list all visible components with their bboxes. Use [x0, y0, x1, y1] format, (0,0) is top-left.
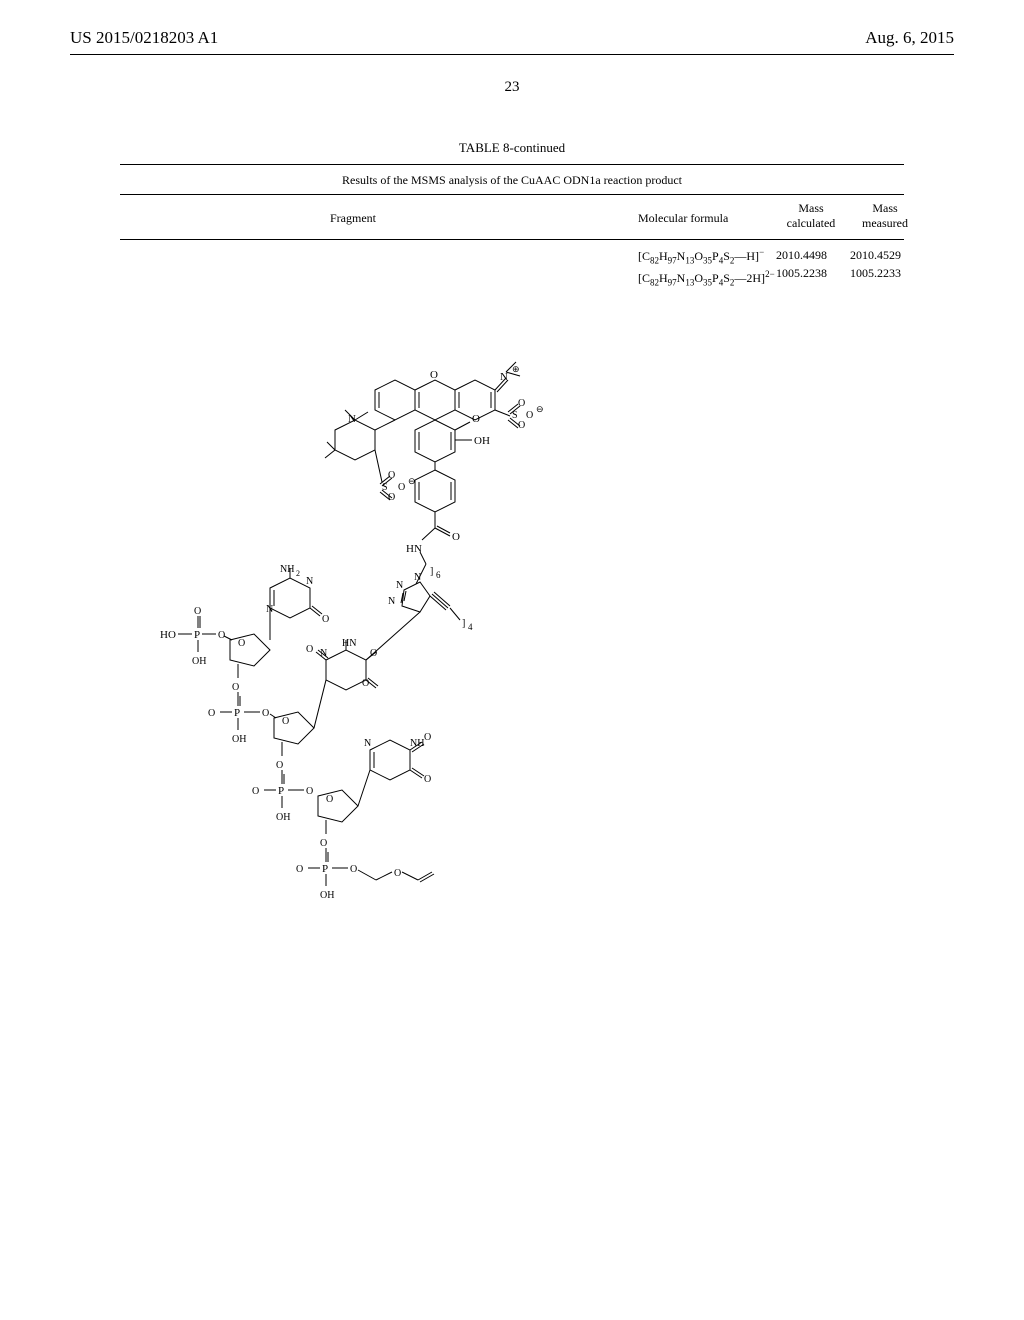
svg-text:O: O [306, 786, 313, 797]
svg-text:N: N [396, 580, 403, 591]
page-number: 23 [0, 79, 1024, 96]
svg-text:O: O [326, 794, 333, 805]
svg-text:⊖: ⊖ [536, 404, 544, 414]
page-header: US 2015/0218203 A1 Aug. 6, 2015 [0, 0, 1024, 52]
svg-text:P: P [278, 785, 284, 797]
mass-calc-row-1: 1005.2238 [776, 266, 827, 280]
column-fragment: Fragment [330, 211, 376, 226]
svg-text:NH: NH [410, 738, 424, 749]
svg-text:NH: NH [280, 564, 294, 575]
svg-text:OH: OH [232, 734, 246, 745]
column-mass-meas-line1: Mass [872, 201, 897, 215]
formula-row-0: [C82H97N13O35P4S2—H]− [638, 249, 764, 263]
mass-meas-row-0: 2010.4529 [850, 248, 901, 262]
column-mass-calc-line1: Mass [798, 201, 823, 215]
table-column-headers: Fragment Molecular formula Mass calculat… [120, 201, 904, 233]
patent-number: US 2015/0218203 A1 [70, 28, 218, 48]
svg-text:P: P [234, 707, 240, 719]
svg-text:OH: OH [276, 812, 290, 823]
svg-text:O: O [232, 682, 239, 693]
table-rule-top [120, 164, 904, 165]
column-mass-meas-line2: measured [862, 216, 908, 230]
svg-text:O: O [472, 413, 480, 425]
mass-calc-cell: 2010.4498 1005.2238 [776, 246, 846, 282]
svg-text:OH: OH [474, 435, 490, 447]
svg-text:⊖: ⊖ [408, 476, 416, 486]
svg-text:O: O [322, 614, 329, 625]
svg-text:OH: OH [320, 890, 334, 901]
table-data-rows: [C82H97N13O35P4S2—H]− [C82H97N13O35P4S2—… [120, 246, 904, 290]
svg-text:N: N [306, 576, 313, 587]
svg-text:OH: OH [192, 656, 206, 667]
svg-text:N: N [388, 596, 395, 607]
svg-text:O: O [526, 410, 533, 421]
svg-text:O: O [296, 864, 303, 875]
svg-text:6: 6 [436, 570, 441, 580]
svg-text:O: O [394, 868, 401, 879]
svg-text:O: O [194, 606, 201, 617]
svg-text:O: O [350, 864, 357, 875]
svg-text:O: O [424, 774, 431, 785]
svg-text:P: P [194, 629, 200, 641]
chemical-structure-svg: N ⊕ O N O O S O ⊖ OH [120, 320, 620, 1000]
svg-text:O: O [430, 369, 438, 381]
table-rule-sub [120, 194, 904, 195]
svg-text:O: O [252, 786, 259, 797]
svg-text:]: ] [430, 566, 433, 577]
svg-text:O: O [262, 708, 269, 719]
mass-calc-row-0: 2010.4498 [776, 248, 827, 262]
svg-text:O: O [452, 531, 460, 543]
table-caption: TABLE 8-continued [0, 140, 1024, 156]
column-mass-calculated: Mass calculated [776, 201, 846, 231]
svg-text:HN: HN [342, 638, 356, 649]
svg-text:O: O [398, 482, 405, 493]
column-mass-calc-line2: calculated [787, 216, 836, 230]
formula-row-1: [C82H97N13O35P4S2—2H]2− [638, 271, 775, 285]
svg-text:O: O [388, 470, 395, 481]
svg-text:N: N [364, 738, 371, 749]
svg-text:O: O [362, 678, 369, 689]
svg-text:HO: HO [160, 629, 176, 641]
svg-text:4: 4 [468, 622, 473, 632]
svg-text:O: O [306, 644, 313, 655]
svg-text:O: O [424, 732, 431, 743]
svg-text:O: O [276, 760, 283, 771]
svg-text:O: O [208, 708, 215, 719]
svg-text:O: O [282, 716, 289, 727]
formula-cell: [C82H97N13O35P4S2—H]− [C82H97N13O35P4S2—… [638, 246, 775, 290]
svg-text:]: ] [462, 618, 465, 629]
svg-text:P: P [322, 863, 328, 875]
mass-meas-row-1: 1005.2233 [850, 266, 901, 280]
column-formula: Molecular formula [638, 211, 728, 226]
header-rule [70, 54, 954, 55]
column-mass-measured: Mass measured [850, 201, 920, 231]
svg-text:HN: HN [406, 543, 422, 555]
table-rule-header [120, 239, 904, 240]
svg-text:O: O [218, 630, 225, 641]
svg-text:O: O [320, 838, 327, 849]
mass-meas-cell: 2010.4529 1005.2233 [850, 246, 920, 282]
publication-date: Aug. 6, 2015 [865, 28, 954, 48]
svg-text:2: 2 [296, 569, 300, 578]
chemical-structure-diagram: N ⊕ O N O O S O ⊖ OH [120, 320, 620, 1000]
table-subtitle: Results of the MSMS analysis of the CuAA… [0, 173, 1024, 188]
svg-text:N: N [320, 648, 327, 659]
svg-text:O: O [238, 638, 245, 649]
